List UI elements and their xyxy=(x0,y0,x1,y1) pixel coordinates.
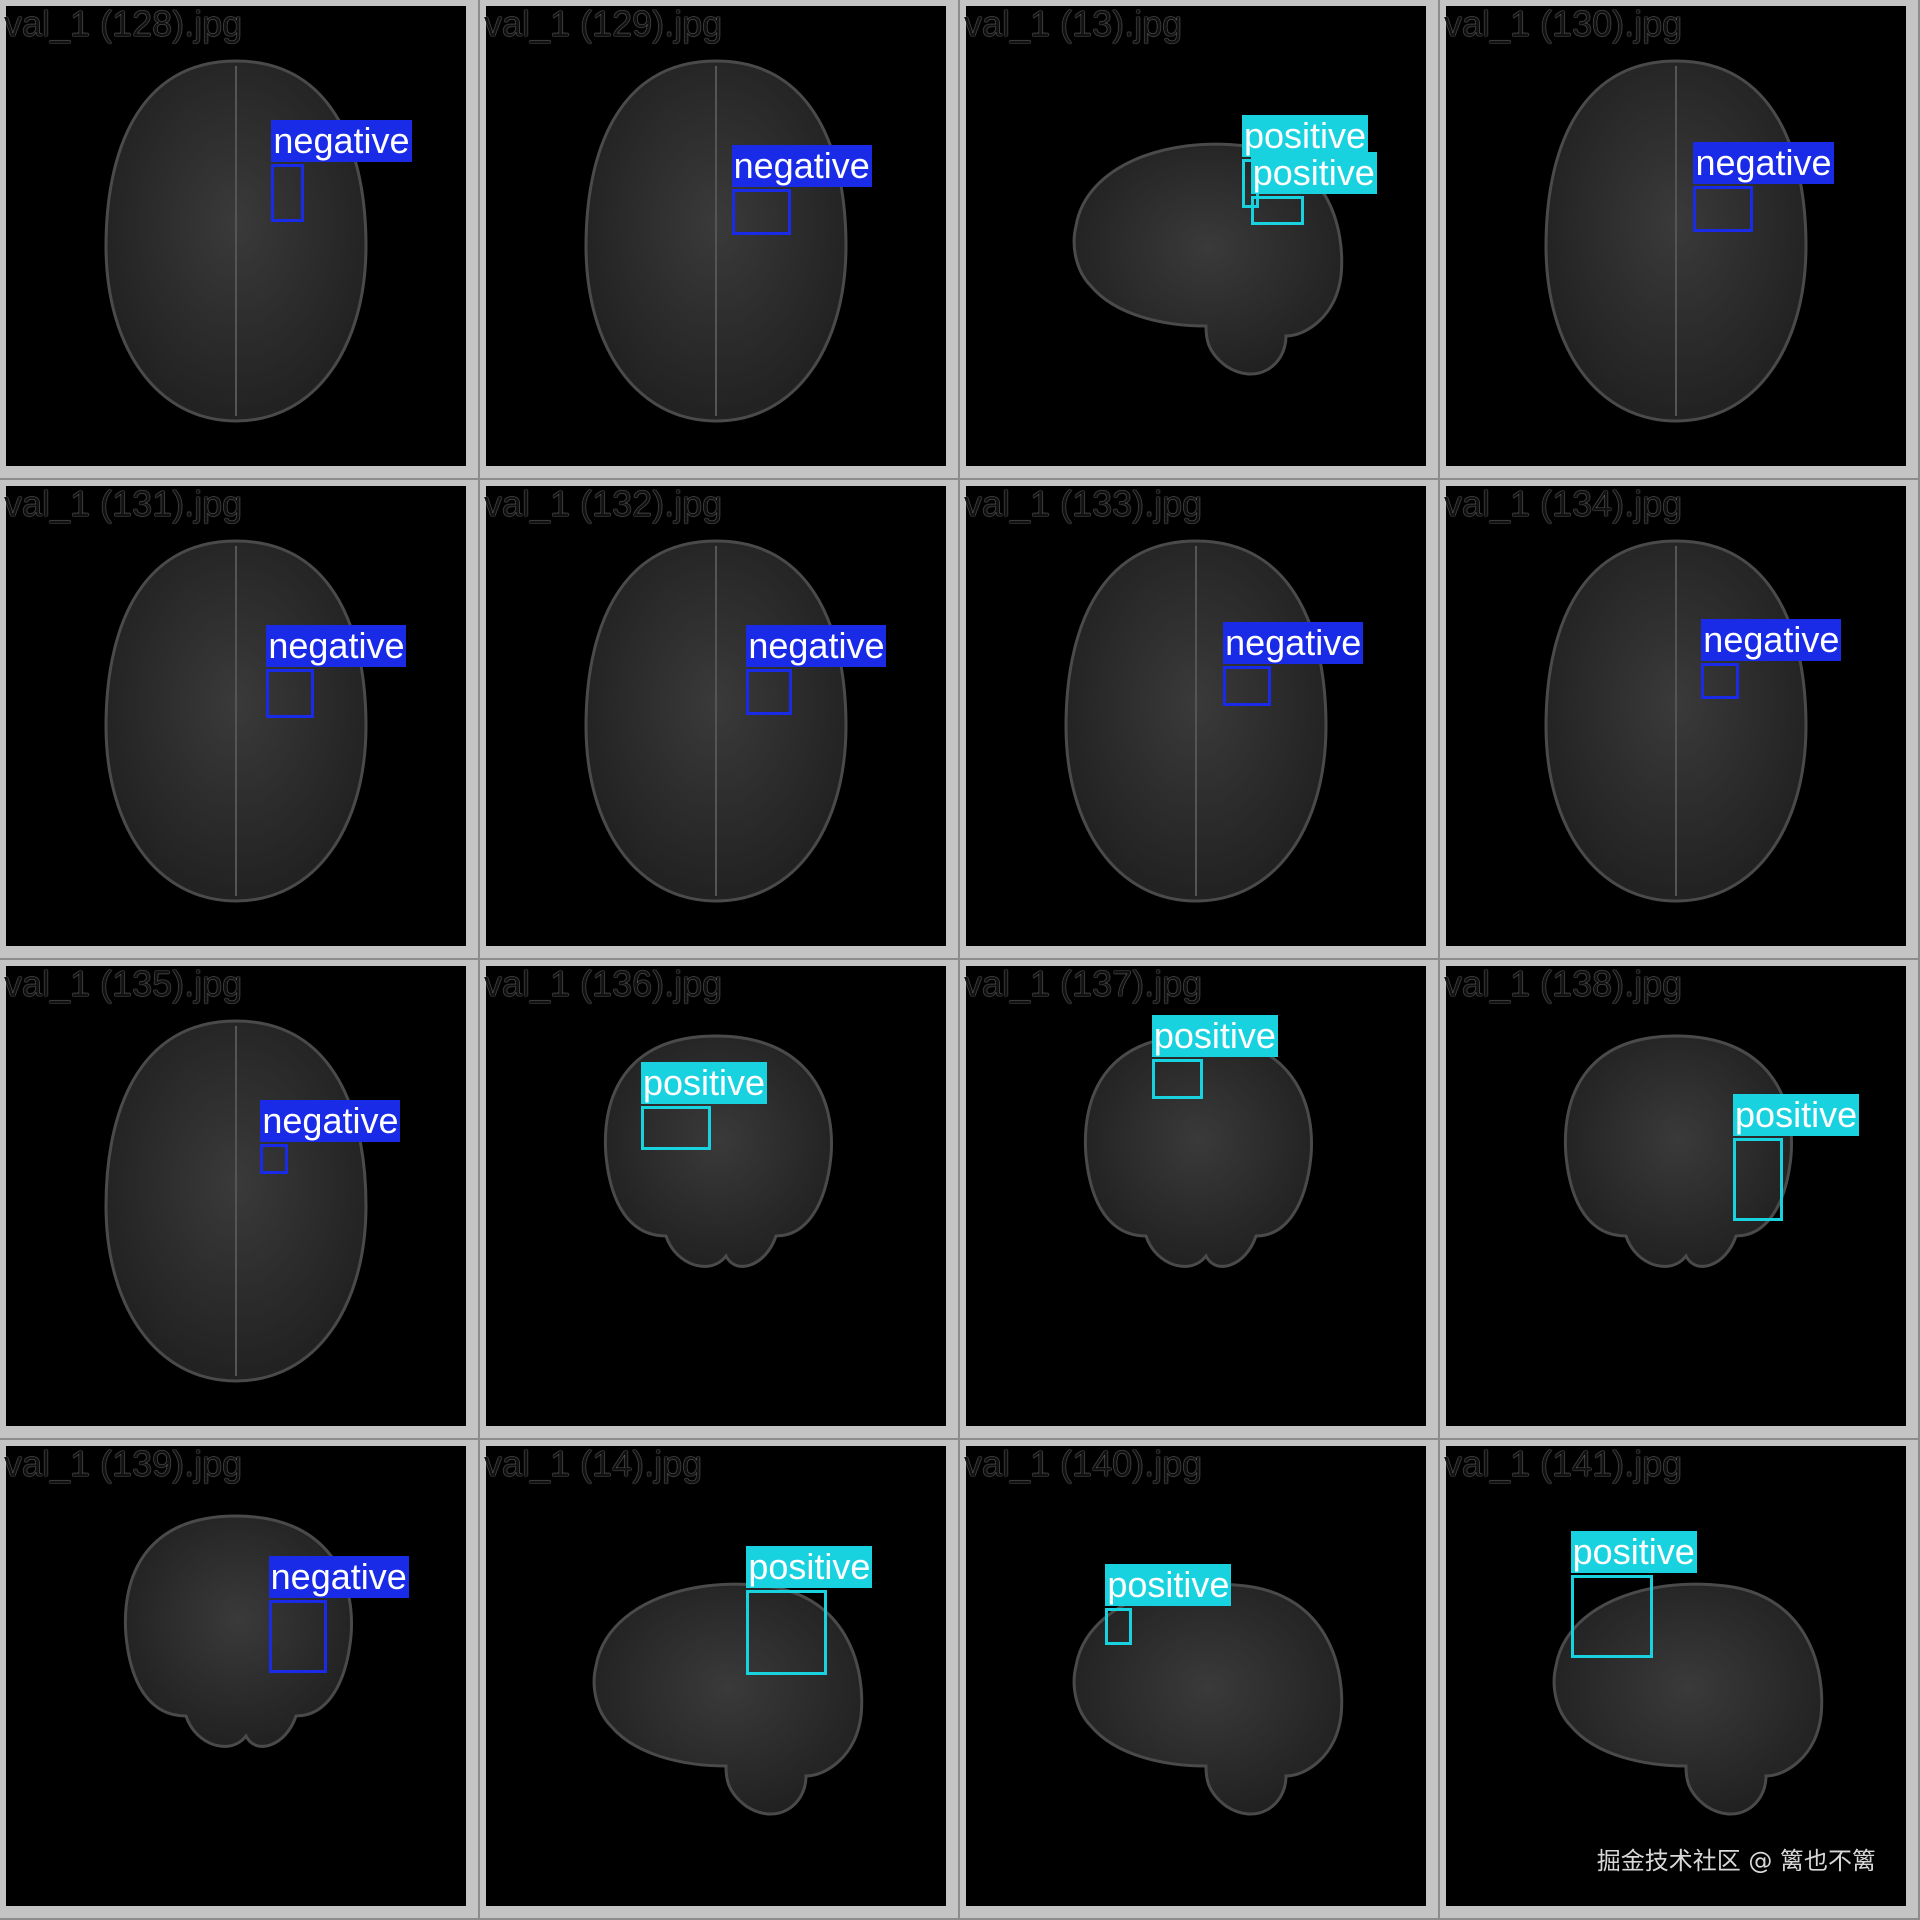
scan-panel: negative xyxy=(486,6,946,466)
scan-panel: negative xyxy=(966,486,1426,946)
scan-tile: negative val_1 (139).jpg xyxy=(0,1440,478,1918)
file-name: val_1 (137).jpg xyxy=(964,963,1203,1004)
file-name: val_1 (13).jpg xyxy=(964,3,1183,44)
scan-tile: positive val_1 (14).jpg xyxy=(480,1440,958,1918)
detection-box xyxy=(746,669,793,716)
file-name: val_1 (134).jpg xyxy=(1444,483,1683,524)
detection-box xyxy=(271,164,305,222)
mri-scan-image xyxy=(584,539,848,903)
scan-panel: negative xyxy=(6,486,466,946)
mri-scan-image xyxy=(603,1034,834,1268)
detection-box xyxy=(1223,665,1271,706)
mri-scan-image xyxy=(1064,539,1328,903)
scan-tile: negative val_1 (134).jpg xyxy=(1440,480,1918,958)
scan-panel: positive xyxy=(966,966,1426,1426)
detection-box xyxy=(1701,663,1740,699)
detection-box xyxy=(731,189,791,236)
file-name: val_1 (130).jpg xyxy=(1444,3,1683,44)
detection-label: positive xyxy=(1250,151,1377,194)
detection-label: positive xyxy=(1570,1530,1697,1573)
detection-box xyxy=(641,1105,712,1150)
detection-box xyxy=(1733,1138,1783,1221)
detection-label: negative xyxy=(1693,141,1834,184)
scan-tile: negative val_1 (135).jpg xyxy=(0,960,478,1438)
mri-scan-image xyxy=(104,59,368,423)
detection-box xyxy=(268,1599,328,1674)
scan-tile: positive positive val_1 (13).jpg xyxy=(960,0,1438,478)
file-name: val_1 (128).jpg xyxy=(4,3,243,44)
mri-scan-image xyxy=(104,539,368,903)
scan-panel: negative xyxy=(1446,486,1906,946)
mri-scan-image xyxy=(584,59,848,423)
detection-label: negative xyxy=(1223,621,1364,664)
detection-label: negative xyxy=(731,145,872,188)
mri-scan-image xyxy=(1552,1582,1824,1816)
scan-tile: positive val_1 (137).jpg xyxy=(960,960,1438,1438)
detection-box xyxy=(1250,195,1305,226)
detection-box xyxy=(1105,1607,1133,1645)
detection-label: positive xyxy=(641,1061,768,1104)
file-name: val_1 (133).jpg xyxy=(964,483,1203,524)
scan-panel: negative xyxy=(486,486,946,946)
file-name: val_1 (140).jpg xyxy=(964,1443,1203,1484)
scan-tile: positive val_1 (138).jpg xyxy=(1440,960,1918,1438)
detection-label: positive xyxy=(1733,1094,1860,1137)
mri-scan-image xyxy=(123,1514,354,1748)
mri-scan-image xyxy=(104,1019,368,1383)
scan-tile: negative val_1 (132).jpg xyxy=(480,480,958,958)
scan-panel: negative xyxy=(6,966,466,1426)
detection-box xyxy=(1570,1574,1654,1658)
scan-panel: positive positive xyxy=(966,6,1426,466)
mri-scan-image xyxy=(1544,59,1808,423)
scan-tile: negative val_1 (133).jpg xyxy=(960,480,1438,958)
file-name: val_1 (136).jpg xyxy=(484,963,723,1004)
scan-tile: negative val_1 (129).jpg xyxy=(480,0,958,478)
scan-tile: negative val_1 (128).jpg xyxy=(0,0,478,478)
watermark: 掘金技术社区 @ 篱也不篱 xyxy=(1596,1847,1876,1875)
scan-panel: positive xyxy=(966,1446,1426,1906)
scan-tile: negative val_1 (130).jpg xyxy=(1440,0,1918,478)
mri-scan-image xyxy=(592,1582,864,1816)
detection-label: positive xyxy=(1105,1563,1232,1606)
detection-label: negative xyxy=(746,625,887,668)
mri-scan-image xyxy=(1083,1034,1314,1268)
mri-scan-image xyxy=(1563,1034,1794,1268)
file-name: val_1 (141).jpg xyxy=(1444,1443,1683,1484)
detection-box xyxy=(1693,185,1753,232)
mri-scan-image xyxy=(1072,142,1344,376)
detection-label: positive xyxy=(1151,1014,1278,1057)
detection-label: negative xyxy=(266,625,407,668)
detection-box xyxy=(1151,1058,1203,1099)
scan-panel: positive xyxy=(1446,1446,1906,1906)
scan-panel: negative xyxy=(6,1446,466,1906)
scan-tile: negative val_1 (131).jpg xyxy=(0,480,478,958)
detection-label: negative xyxy=(1701,619,1842,662)
scan-panel: positive xyxy=(486,1446,946,1906)
detection-box xyxy=(266,669,314,719)
detection-label: negative xyxy=(260,1100,401,1143)
detection-label: negative xyxy=(268,1555,409,1598)
detection-label: positive xyxy=(1242,115,1369,158)
scan-tile: positive val_1 (140).jpg xyxy=(960,1440,1438,1918)
scan-panel: positive xyxy=(1446,966,1906,1426)
detection-box xyxy=(260,1144,288,1174)
detection-label: negative xyxy=(271,120,412,163)
file-name: val_1 (14).jpg xyxy=(484,1443,703,1484)
scan-tile: positive val_1 (141).jpg xyxy=(1440,1440,1918,1918)
file-name: val_1 (139).jpg xyxy=(4,1443,243,1484)
file-name: val_1 (138).jpg xyxy=(1444,963,1683,1004)
mri-scan-image xyxy=(1072,1582,1344,1816)
detection-box xyxy=(746,1589,828,1675)
scan-tile: positive val_1 (136).jpg xyxy=(480,960,958,1438)
mri-scan-image xyxy=(1544,539,1808,903)
scan-panel: positive xyxy=(486,966,946,1426)
file-name: val_1 (132).jpg xyxy=(484,483,723,524)
file-name: val_1 (131).jpg xyxy=(4,483,243,524)
file-name: val_1 (135).jpg xyxy=(4,963,243,1004)
scan-panel: negative xyxy=(1446,6,1906,466)
file-name: val_1 (129).jpg xyxy=(484,3,723,44)
detection-label: positive xyxy=(746,1545,873,1588)
scan-panel: negative xyxy=(6,6,466,466)
